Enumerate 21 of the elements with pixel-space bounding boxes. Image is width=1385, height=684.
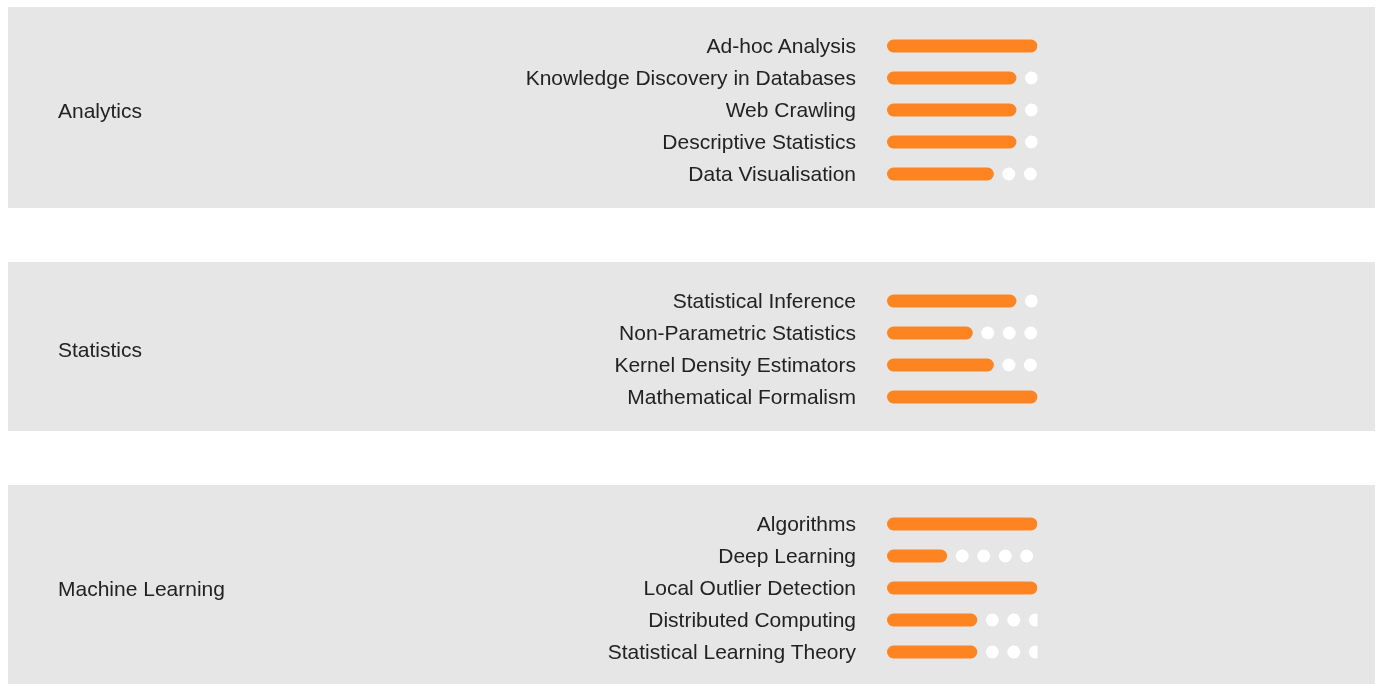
y-tick-label: Kernel Density Estimators [614,353,856,377]
bar [887,326,973,340]
bar [887,294,1017,308]
y-tick-label: Local Outlier Detection [643,576,856,600]
y-tick-label: Distributed Computing [648,608,856,632]
bar [887,358,994,372]
y-axis-title: Statistics [58,337,143,361]
y-tick-label: Descriptive Statistics [662,130,856,154]
y-tick-label: Web Crawling [725,98,856,122]
y-tick-label: Statistical Inference [672,289,856,313]
y-axis-title: Machine Learning [58,576,225,600]
y-tick-label: Statistical Learning Theory [607,640,857,664]
y-tick-label: Knowledge Discovery in Databases [525,66,856,90]
bar [887,390,1038,404]
y-tick-label: Algorithms [756,512,856,536]
y-axis-title: Analytics [58,98,143,122]
y-tick-label: Mathematical Formalism [627,385,856,409]
y-tick-label: Data Visualisation [688,162,856,186]
y-tick-label: Non-Parametric Statistics [619,321,856,345]
y-tick-label: Deep Learning [718,544,856,568]
y-tick-label: Ad-hoc Analysis [706,34,856,58]
